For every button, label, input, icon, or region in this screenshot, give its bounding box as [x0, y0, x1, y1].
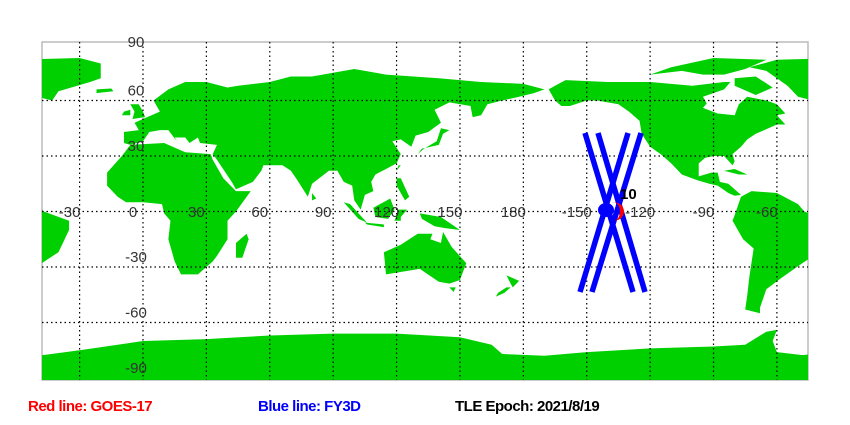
fy3d-position-marker	[598, 203, 614, 217]
landmass-namerica	[0, 80, 25, 196]
landmass-newguinea	[419, 213, 460, 230]
longitude-label: 60	[251, 204, 268, 221]
landmass-antarctica	[42, 329, 808, 380]
landmass-greenland	[749, 58, 808, 100]
landmass-australia	[383, 231, 467, 284]
longitude-label: 120	[374, 204, 399, 221]
landmass-arctic	[650, 57, 767, 75]
landmass-arctic	[0, 58, 6, 75]
longitude-label: -150	[562, 204, 592, 221]
hudson-bay	[702, 94, 739, 116]
landmass-antarctica	[798, 354, 808, 380]
longitude-label: -60	[756, 204, 778, 221]
fy3d-ground-track	[589, 132, 644, 293]
landmass-srilanka	[312, 193, 317, 201]
longitude-label: 150	[437, 204, 462, 221]
landmass-greenland	[42, 57, 101, 101]
longitude-label: 30	[188, 204, 205, 221]
landmass-madagascar	[235, 233, 249, 258]
longitude-label: -30	[59, 204, 81, 221]
legend-red-line: Red line: GOES-17	[28, 398, 153, 415]
latitude-label: 60	[128, 83, 145, 100]
longitude-label: -120	[625, 204, 655, 221]
landmass-sumatra	[343, 202, 367, 223]
landmass-japan	[417, 128, 450, 155]
landmass-africa	[107, 143, 251, 275]
axis-labels: -30 0 30 60 90 120 150 180 -150 -120 -90 -60 90 60 30 -…	[59, 34, 778, 377]
landmass-sulawesi	[394, 209, 408, 221]
landmass-nz1	[506, 275, 520, 288]
latitude-label: -60	[125, 305, 147, 322]
landmass-namerica	[548, 80, 786, 196]
longitude-label: 0	[129, 204, 137, 221]
landmass-philippines	[396, 178, 410, 201]
latitude-label: 30	[128, 138, 145, 155]
landmass-tasmania	[449, 287, 456, 292]
latitude-label: -30	[125, 249, 147, 266]
landmass-java	[364, 222, 384, 228]
landmass-ireland	[121, 109, 131, 116]
landmass-borneo	[373, 198, 395, 219]
landmass-samerica	[42, 209, 70, 264]
tle-epoch: TLE Epoch: 2021/8/19	[455, 398, 600, 415]
landmass-iceland	[96, 88, 114, 94]
landmass-taiwan	[396, 165, 401, 171]
satellite-tracks	[577, 132, 648, 293]
longitude-label: -90	[693, 204, 715, 221]
landmass-baffin	[734, 76, 773, 95]
latitude-label: -90	[125, 360, 147, 377]
graticule	[42, 42, 808, 380]
longitude-label: 90	[315, 204, 332, 221]
landmass-uk	[130, 104, 146, 119]
landmass-cuba	[724, 168, 748, 175]
goes17-position-marker	[612, 202, 624, 221]
landmass-nz2	[495, 287, 511, 297]
latitude-label: 90	[128, 34, 145, 51]
landmass-antarctica	[42, 355, 59, 380]
legend-blue-line: Blue line: FY3D	[258, 398, 361, 415]
longitude-label: 180	[501, 204, 526, 221]
landmass-eurasia	[123, 69, 545, 210]
landmass-samerica	[732, 191, 808, 314]
satellite-label: 10	[620, 186, 637, 203]
land-masses	[0, 57, 808, 380]
landmass-baffin	[0, 76, 12, 95]
